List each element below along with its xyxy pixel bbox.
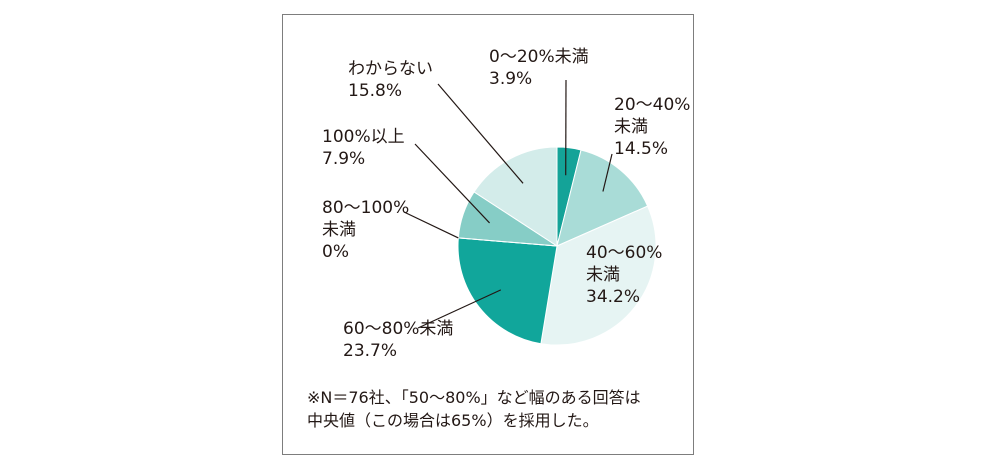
footnote-line-1: ※N＝76社、「50～80%」など幅のある回答は bbox=[307, 388, 641, 407]
slice-label-line: 未満 bbox=[322, 220, 356, 240]
slice-label-3: 60～80%未満 23.7% bbox=[343, 319, 453, 361]
slice-label-line: 34.2% bbox=[586, 287, 640, 307]
slice-label-line: 60～80%未満 bbox=[343, 319, 453, 339]
slice-label-line: 0% bbox=[322, 242, 349, 262]
slice-label-line: 80～100% bbox=[322, 198, 409, 218]
slice-label-line: わからない bbox=[348, 59, 433, 79]
footnote-line-2: 中央値（この場合は65%）を採用した。 bbox=[307, 411, 599, 430]
pie-slice-6 bbox=[473, 146, 558, 247]
slice-labels: 0～20%未満 3.9%20～40%未満 14.5%40～60%未満 34.2%60～… bbox=[322, 47, 690, 361]
pie-slice-1 bbox=[556, 149, 649, 247]
pie-slice-3 bbox=[457, 237, 558, 345]
leader-line-4 bbox=[403, 211, 459, 239]
leader-line-6 bbox=[437, 83, 524, 184]
leader-line-5 bbox=[414, 143, 490, 224]
slice-label-line: 14.5% bbox=[614, 139, 668, 159]
leader-lines bbox=[403, 79, 613, 329]
slice-label-4: 80～100%未満 0% bbox=[322, 198, 409, 262]
slice-label-line: 100%以上 bbox=[322, 127, 405, 147]
slice-label-line: 未満 bbox=[614, 117, 648, 137]
slice-label-line: 未満 bbox=[586, 265, 620, 285]
zero-slice-divider bbox=[458, 237, 558, 247]
slice-label-line: 7.9% bbox=[322, 149, 365, 169]
footnote: ※N＝76社、「50～80%」など幅のある回答は 中央値（この場合は65%）を採… bbox=[307, 386, 687, 432]
pie-slices bbox=[457, 146, 657, 346]
slice-label-2: 40～60%未満 34.2% bbox=[586, 243, 662, 307]
slice-label-0: 0～20%未満 3.9% bbox=[489, 47, 589, 89]
slice-label-1: 20～40%未満 14.5% bbox=[614, 95, 690, 159]
slice-label-line: 40～60% bbox=[586, 243, 662, 263]
slice-label-line: 20～40% bbox=[614, 95, 690, 115]
pie-slice-2 bbox=[540, 205, 657, 346]
leader-line-3 bbox=[417, 289, 502, 329]
slice-label-line: 15.8% bbox=[348, 81, 402, 101]
slice-label-line: 0～20%未満 bbox=[489, 47, 589, 67]
slice-label-6: わからない 15.8% bbox=[348, 59, 433, 101]
slice-label-5: 100%以上 7.9% bbox=[322, 127, 405, 169]
leader-line-1 bbox=[602, 153, 613, 192]
slice-label-line: 3.9% bbox=[489, 69, 532, 89]
slice-label-line: 23.7% bbox=[343, 341, 397, 361]
